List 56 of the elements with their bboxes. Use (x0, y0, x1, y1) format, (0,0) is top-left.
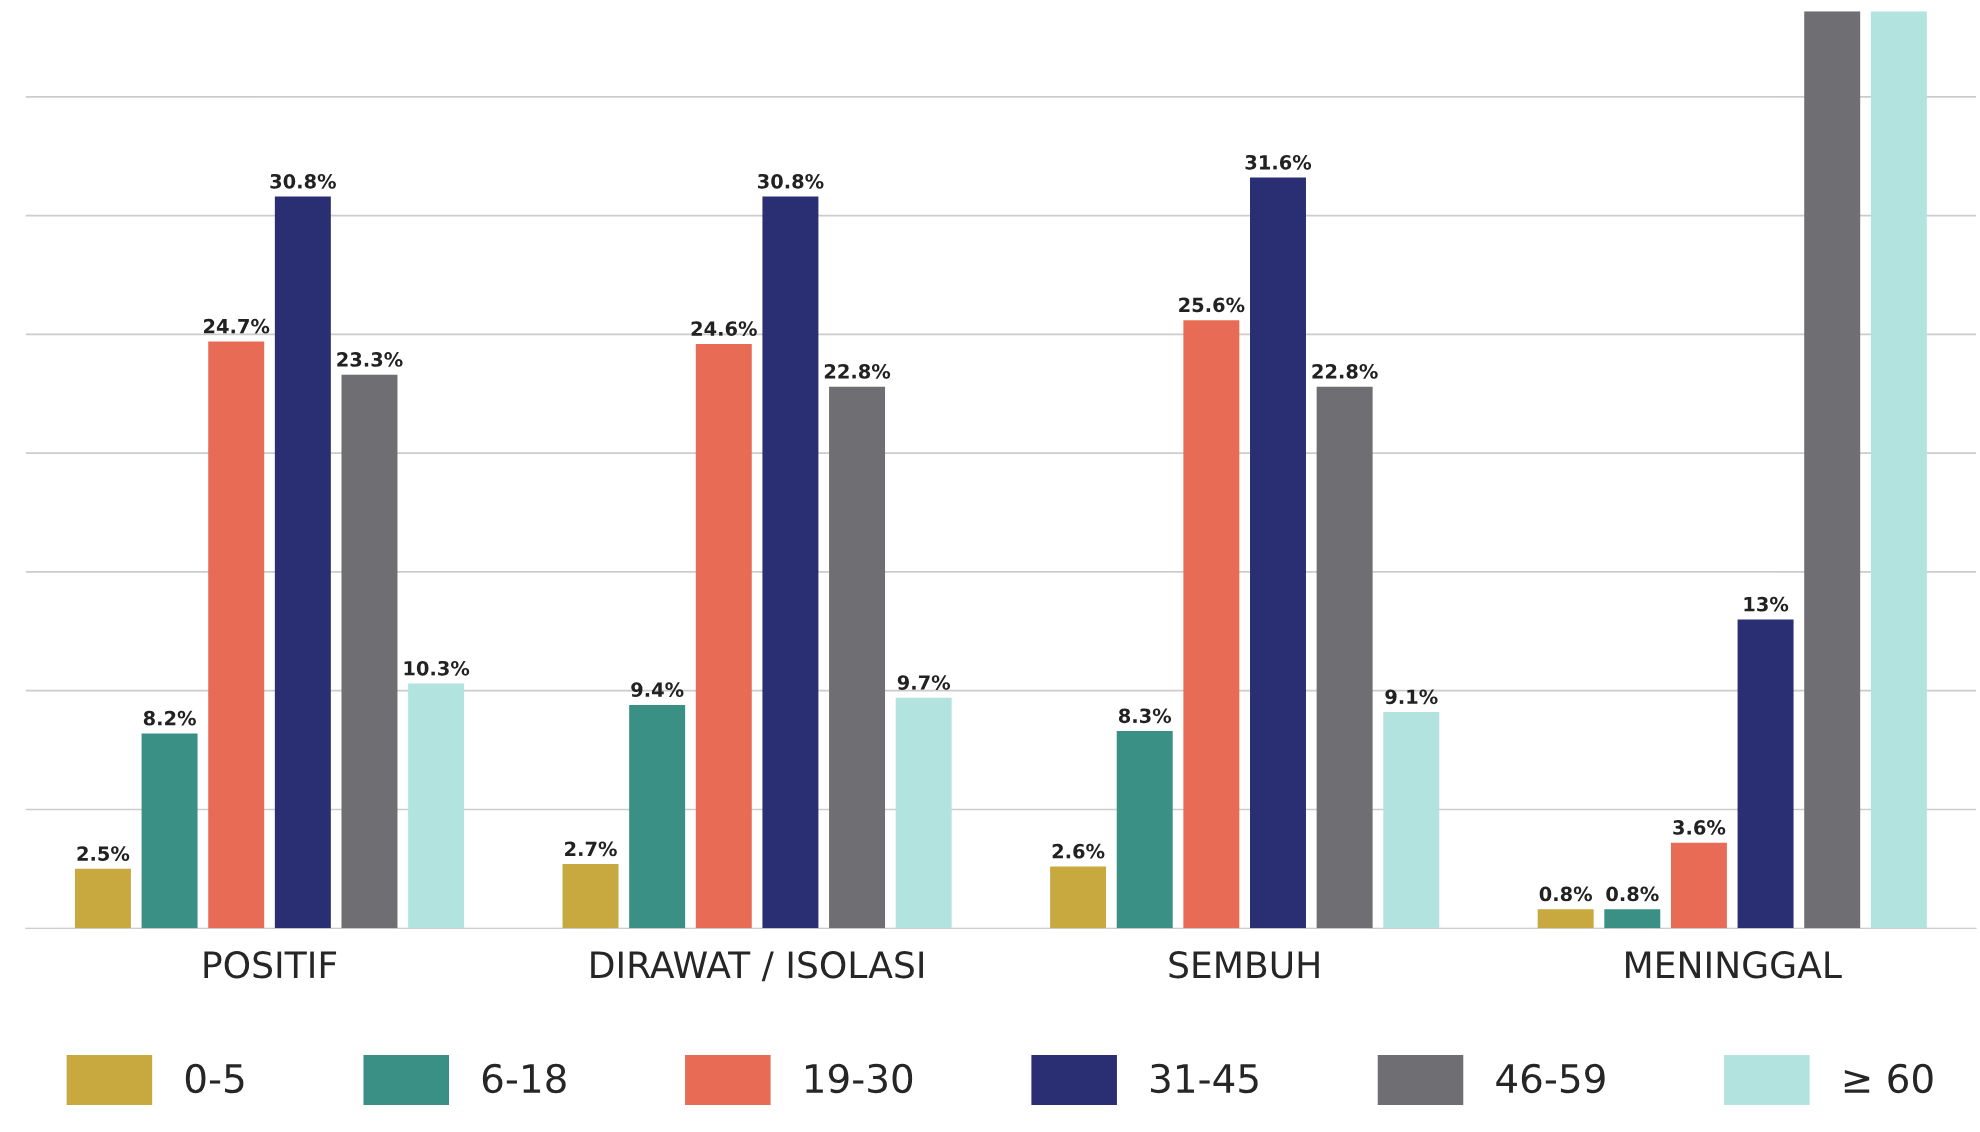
x-tick-label: POSITIF (204, 951, 337, 979)
data-label: 23.3% (337, 352, 403, 367)
bar (895, 697, 952, 929)
data-label: 13% (1744, 596, 1789, 612)
legend-label: 19-30 (806, 1063, 913, 1094)
data-label: 0.8% (1606, 886, 1659, 902)
data-label: 9.7% (897, 675, 951, 690)
bar (762, 196, 819, 929)
bar (74, 868, 131, 929)
bar (1116, 731, 1173, 929)
bar (1537, 909, 1594, 929)
bar (1050, 866, 1107, 929)
x-tick-label: DIRAWAT / ISOLASI (591, 951, 923, 982)
data-label: 8.3% (1118, 708, 1172, 724)
bar (562, 864, 619, 929)
data-label: 3.6% (1673, 820, 1726, 835)
data-label: 25.6% (1179, 297, 1245, 313)
bar (1383, 712, 1440, 929)
data-label: 2.7% (565, 841, 617, 857)
data-label: 8.2% (143, 710, 196, 726)
data-label: 31.6% (1245, 154, 1312, 170)
legend-label: ≥ 60 (1844, 1063, 1933, 1094)
data-label: 2.6% (1052, 843, 1105, 859)
bar (141, 733, 198, 929)
data-label: 30.8% (757, 173, 824, 189)
legend-label: 46-59 (1496, 1063, 1605, 1094)
legend-label: 6-18 (482, 1063, 566, 1094)
data-label: 24.7% (204, 318, 270, 334)
bar (1670, 842, 1727, 929)
bar (629, 704, 686, 929)
x-tick-label: SEMBUH (1169, 951, 1319, 979)
bar (1183, 320, 1240, 929)
bar (695, 343, 752, 929)
data-label: 9.1% (1385, 689, 1438, 705)
bar (341, 374, 398, 929)
x-tick-label: MENINGGAL (1626, 951, 1842, 979)
bar (829, 386, 886, 929)
data-label: 10.3% (404, 660, 470, 676)
data-label: 0.8% (1539, 886, 1593, 902)
bar (1316, 386, 1373, 929)
legend-label: 0-5 (185, 1063, 244, 1094)
bar (208, 341, 265, 929)
data-label: 22.8% (1312, 364, 1378, 379)
data-label: 30.8% (270, 173, 336, 189)
data-label: 2.5% (77, 846, 130, 861)
bar (1250, 177, 1306, 929)
legend-label: 31-45 (1151, 1063, 1258, 1094)
bar (1737, 619, 1794, 929)
bar (408, 683, 465, 929)
bar (1604, 909, 1661, 929)
bar (1870, 11, 1927, 929)
bar (1804, 11, 1861, 929)
bar (274, 196, 331, 929)
data-label: 24.6% (691, 321, 757, 336)
data-label: 9.4% (631, 682, 684, 698)
data-label: 22.8% (824, 364, 891, 379)
